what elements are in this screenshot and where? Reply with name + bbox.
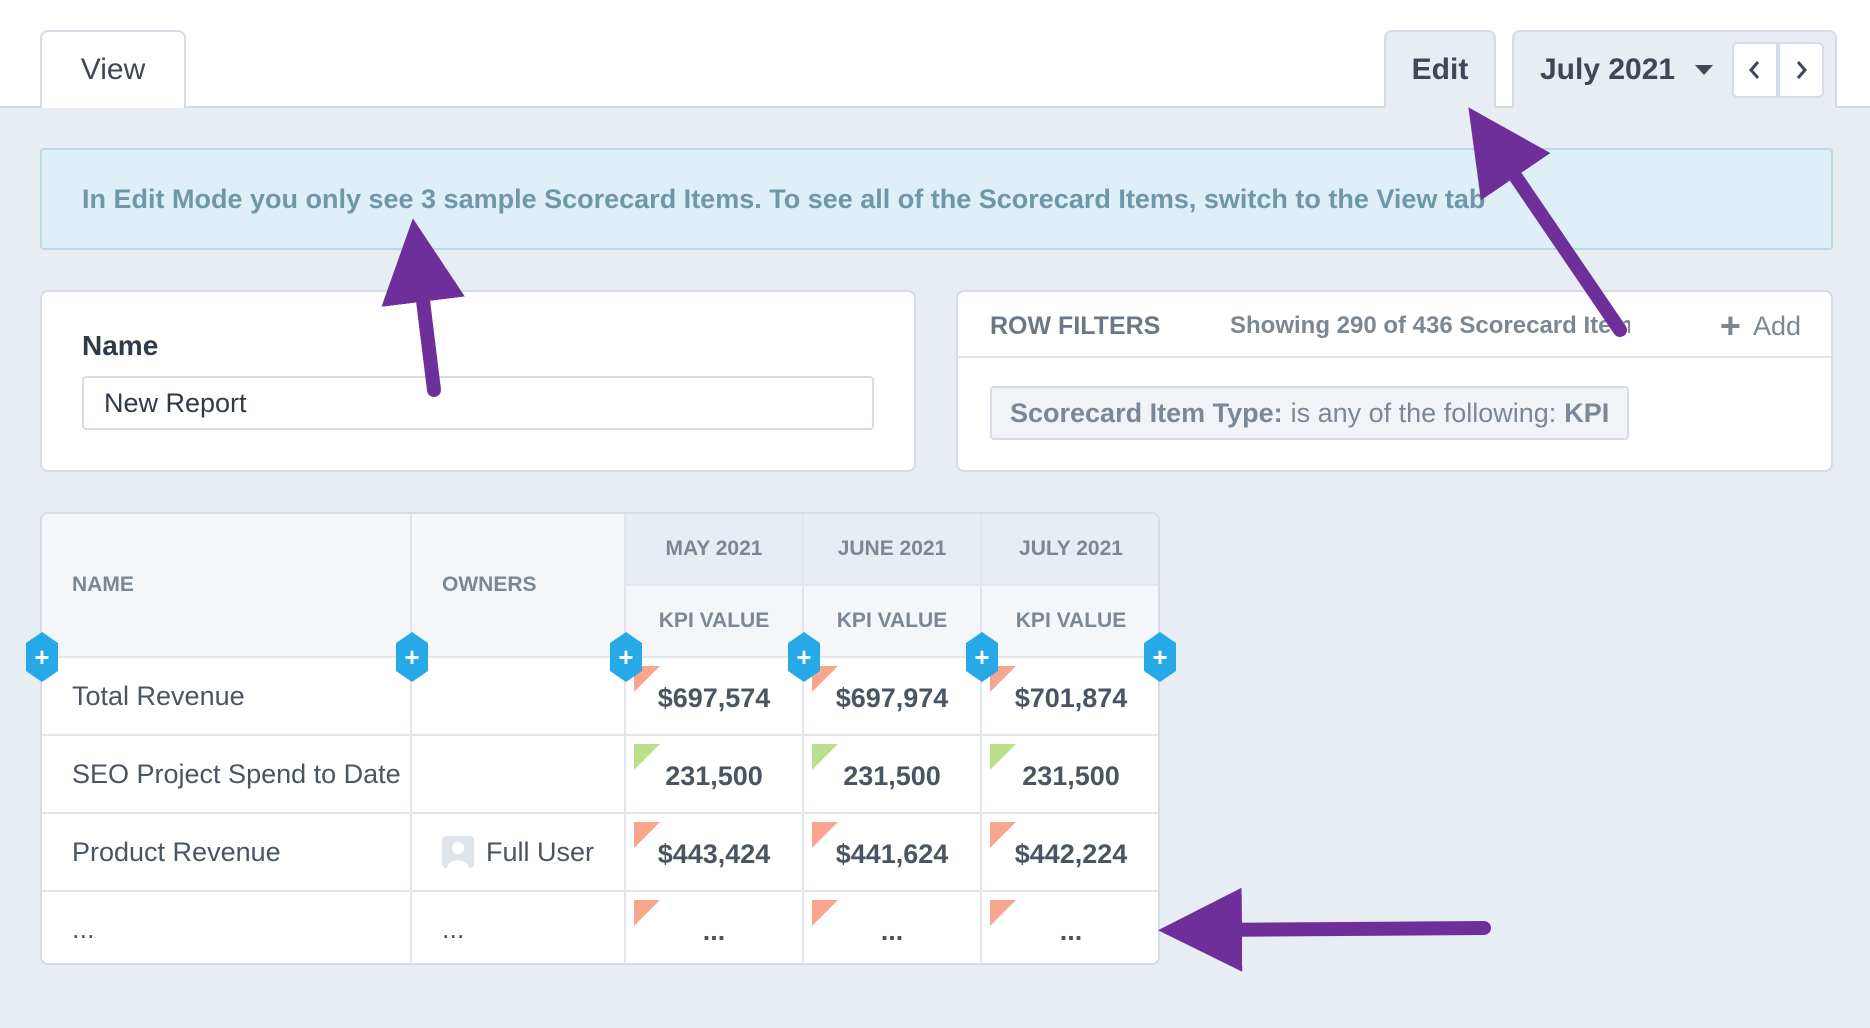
kpi-value-cell[interactable]: $697,574 [626,658,804,736]
filter-value: KPI [1564,397,1610,428]
status-flag-red [634,822,660,848]
kpi-value-cell[interactable]: $441,624 [804,814,982,892]
report-name-input[interactable] [82,376,874,430]
kpi-value: 231,500 [1022,760,1120,791]
column-subheader-kpi-value: KPI VALUE [804,586,982,658]
tab-view[interactable]: View [40,30,186,108]
edit-mode-info-banner: In Edit Mode you only see 3 sample Score… [40,148,1833,250]
kpi-value-cell[interactable]: 231,500 [982,736,1158,814]
kpi-value: 231,500 [665,760,763,791]
kpi-value: ... [880,916,904,946]
kpi-value-cell[interactable]: $442,224 [982,814,1158,892]
row-name-cell[interactable]: SEO Project Spend to Date [42,736,412,814]
kpi-value: $442,224 [1014,838,1128,869]
add-column-icon[interactable]: + [26,632,58,682]
row-name-cell[interactable]: Product Revenue [42,814,412,892]
row-filters-count: Showing 290 of 436 Scorecard Items [1230,312,1630,339]
column-header-month[interactable]: JULY 2021 [982,514,1158,586]
kpi-value-cell[interactable]: $443,424 [626,814,804,892]
column-header-name[interactable]: NAME [42,514,412,658]
kpi-value: $443,424 [657,838,771,869]
kpi-value-cell: ... [982,892,1158,963]
plus-icon: + [1719,305,1741,346]
add-column-icon[interactable]: + [1144,632,1176,682]
column-header-month[interactable]: JUNE 2021 [804,514,982,586]
kpi-value-cell: ... [626,892,804,963]
add-filter-label: Add [1752,310,1801,341]
status-flag-red [634,900,660,926]
column-header-owners[interactable]: OWNERS [412,514,626,658]
prev-month-button[interactable] [1732,42,1778,98]
status-flag-green [812,744,838,770]
row-owner-cell: ... [412,892,626,963]
kpi-value: $441,624 [835,838,949,869]
filter-field: Scorecard Item Type: [1010,397,1283,428]
kpi-value: $701,874 [1014,682,1128,713]
kpi-value-cell[interactable]: $697,974 [804,658,982,736]
status-flag-red [812,900,838,926]
owner-name: Full User [486,836,595,867]
tab-edit[interactable]: Edit [1384,30,1496,108]
column-subheader-kpi-value: KPI VALUE [626,586,804,658]
kpi-value: 231,500 [843,760,941,791]
row-name-cell: ... [42,892,412,963]
caret-down-icon [1695,65,1714,75]
row-owner-cell[interactable]: Full User [412,814,626,892]
column-header-month[interactable]: MAY 2021 [626,514,804,586]
status-flag-green [990,744,1016,770]
kpi-value-cell[interactable]: $701,874 [982,658,1158,736]
name-label: Name [82,330,159,361]
kpi-value: ... [1059,916,1083,946]
status-flag-green [634,744,660,770]
add-column-icon[interactable]: + [396,632,428,682]
row-filters-header: ROW FILTERS Showing 290 of 436 Scorecard… [958,292,1831,358]
annotation-arrow [1158,887,1491,972]
filter-condition: is any of the following: [1290,397,1557,428]
add-filter-button[interactable]: + Add [1720,308,1801,344]
row-filters-title: ROW FILTERS [990,312,1161,340]
kpi-value-cell[interactable]: 231,500 [626,736,804,814]
kpi-value: $697,574 [657,682,771,713]
month-label: July 2021 [1540,53,1676,86]
add-column-icon[interactable]: + [610,632,642,682]
row-filters-card: ROW FILTERS Showing 290 of 436 Scorecard… [956,290,1833,472]
kpi-value-cell: ... [804,892,982,963]
report-name-card: Name [40,290,916,472]
status-flag-red [812,822,838,848]
scorecard-grid: NAME OWNERS MAY 2021 JUNE 2021 JULY 2021… [40,512,1160,965]
top-tab-bar: View Edit July 2021 [0,0,1870,108]
chevron-left-icon [1749,61,1760,79]
add-column-icon[interactable]: + [966,632,998,682]
column-subheader-kpi-value: KPI VALUE [982,586,1158,658]
filter-chip[interactable]: Scorecard Item Type: is any of the follo… [990,386,1630,440]
row-name-cell[interactable]: Total Revenue [42,658,412,736]
kpi-value: ... [702,916,726,946]
add-column-icon[interactable]: + [788,632,820,682]
status-flag-red [990,900,1016,926]
row-owner-cell [412,658,626,736]
kpi-value-cell[interactable]: 231,500 [804,736,982,814]
kpi-value: $697,974 [835,682,949,713]
row-owner-cell [412,736,626,814]
status-flag-red [990,822,1016,848]
user-avatar-icon [442,836,474,868]
chevron-right-icon [1796,61,1807,79]
next-month-button[interactable] [1778,42,1824,98]
